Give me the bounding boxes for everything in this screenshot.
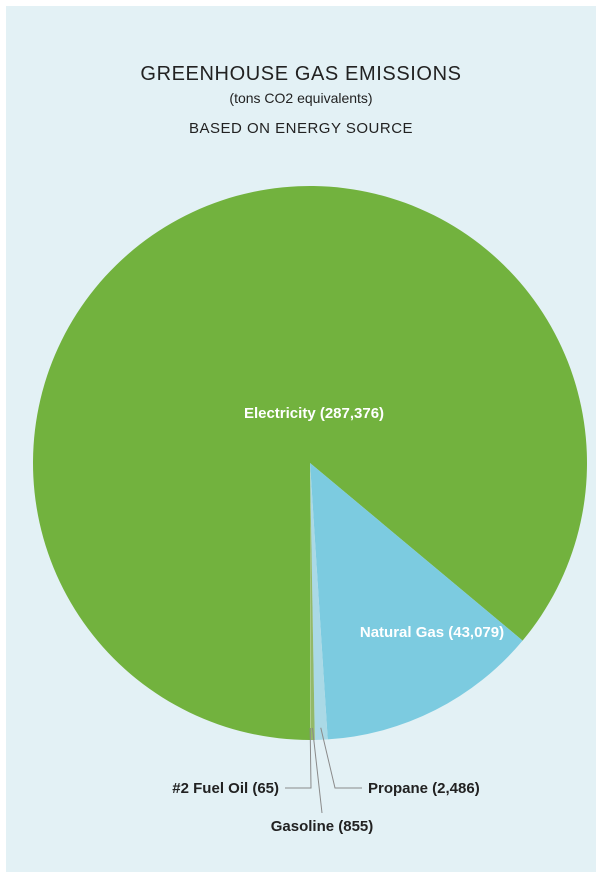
slice-label-electricity: Electricity (287,376) [244, 405, 384, 422]
slice-label-propane: Propane (2,486) [368, 780, 480, 797]
pie-slice-gasoline [310, 463, 315, 740]
slice-labels: Electricity (287,376) Natural Gas (43,079… [172, 405, 504, 835]
chart-subtitle: (tons CO2 equivalents) [229, 90, 373, 106]
chart-title: GREENHOUSE GAS EMISSIONS [140, 63, 462, 85]
chart-subtitle-2: BASED ON ENERGY SOURCE [188, 120, 414, 137]
slice-label-natural-gas: Natural Gas (43,079) [360, 624, 504, 641]
leader-line-fuel-oil [285, 727, 312, 789]
leader-lines [285, 727, 362, 814]
leader-line-gasoline [311, 727, 323, 814]
slice-label-gasoline: Gasoline (855) [271, 818, 374, 835]
slice-label-fuel-oil: #2 Fuel Oil (65) [172, 780, 279, 797]
pie-slices [32, 185, 588, 740]
pie-slice-propane [310, 463, 328, 740]
leader-line-propane [320, 727, 362, 789]
pie-slice-natural-gas [310, 463, 523, 740]
